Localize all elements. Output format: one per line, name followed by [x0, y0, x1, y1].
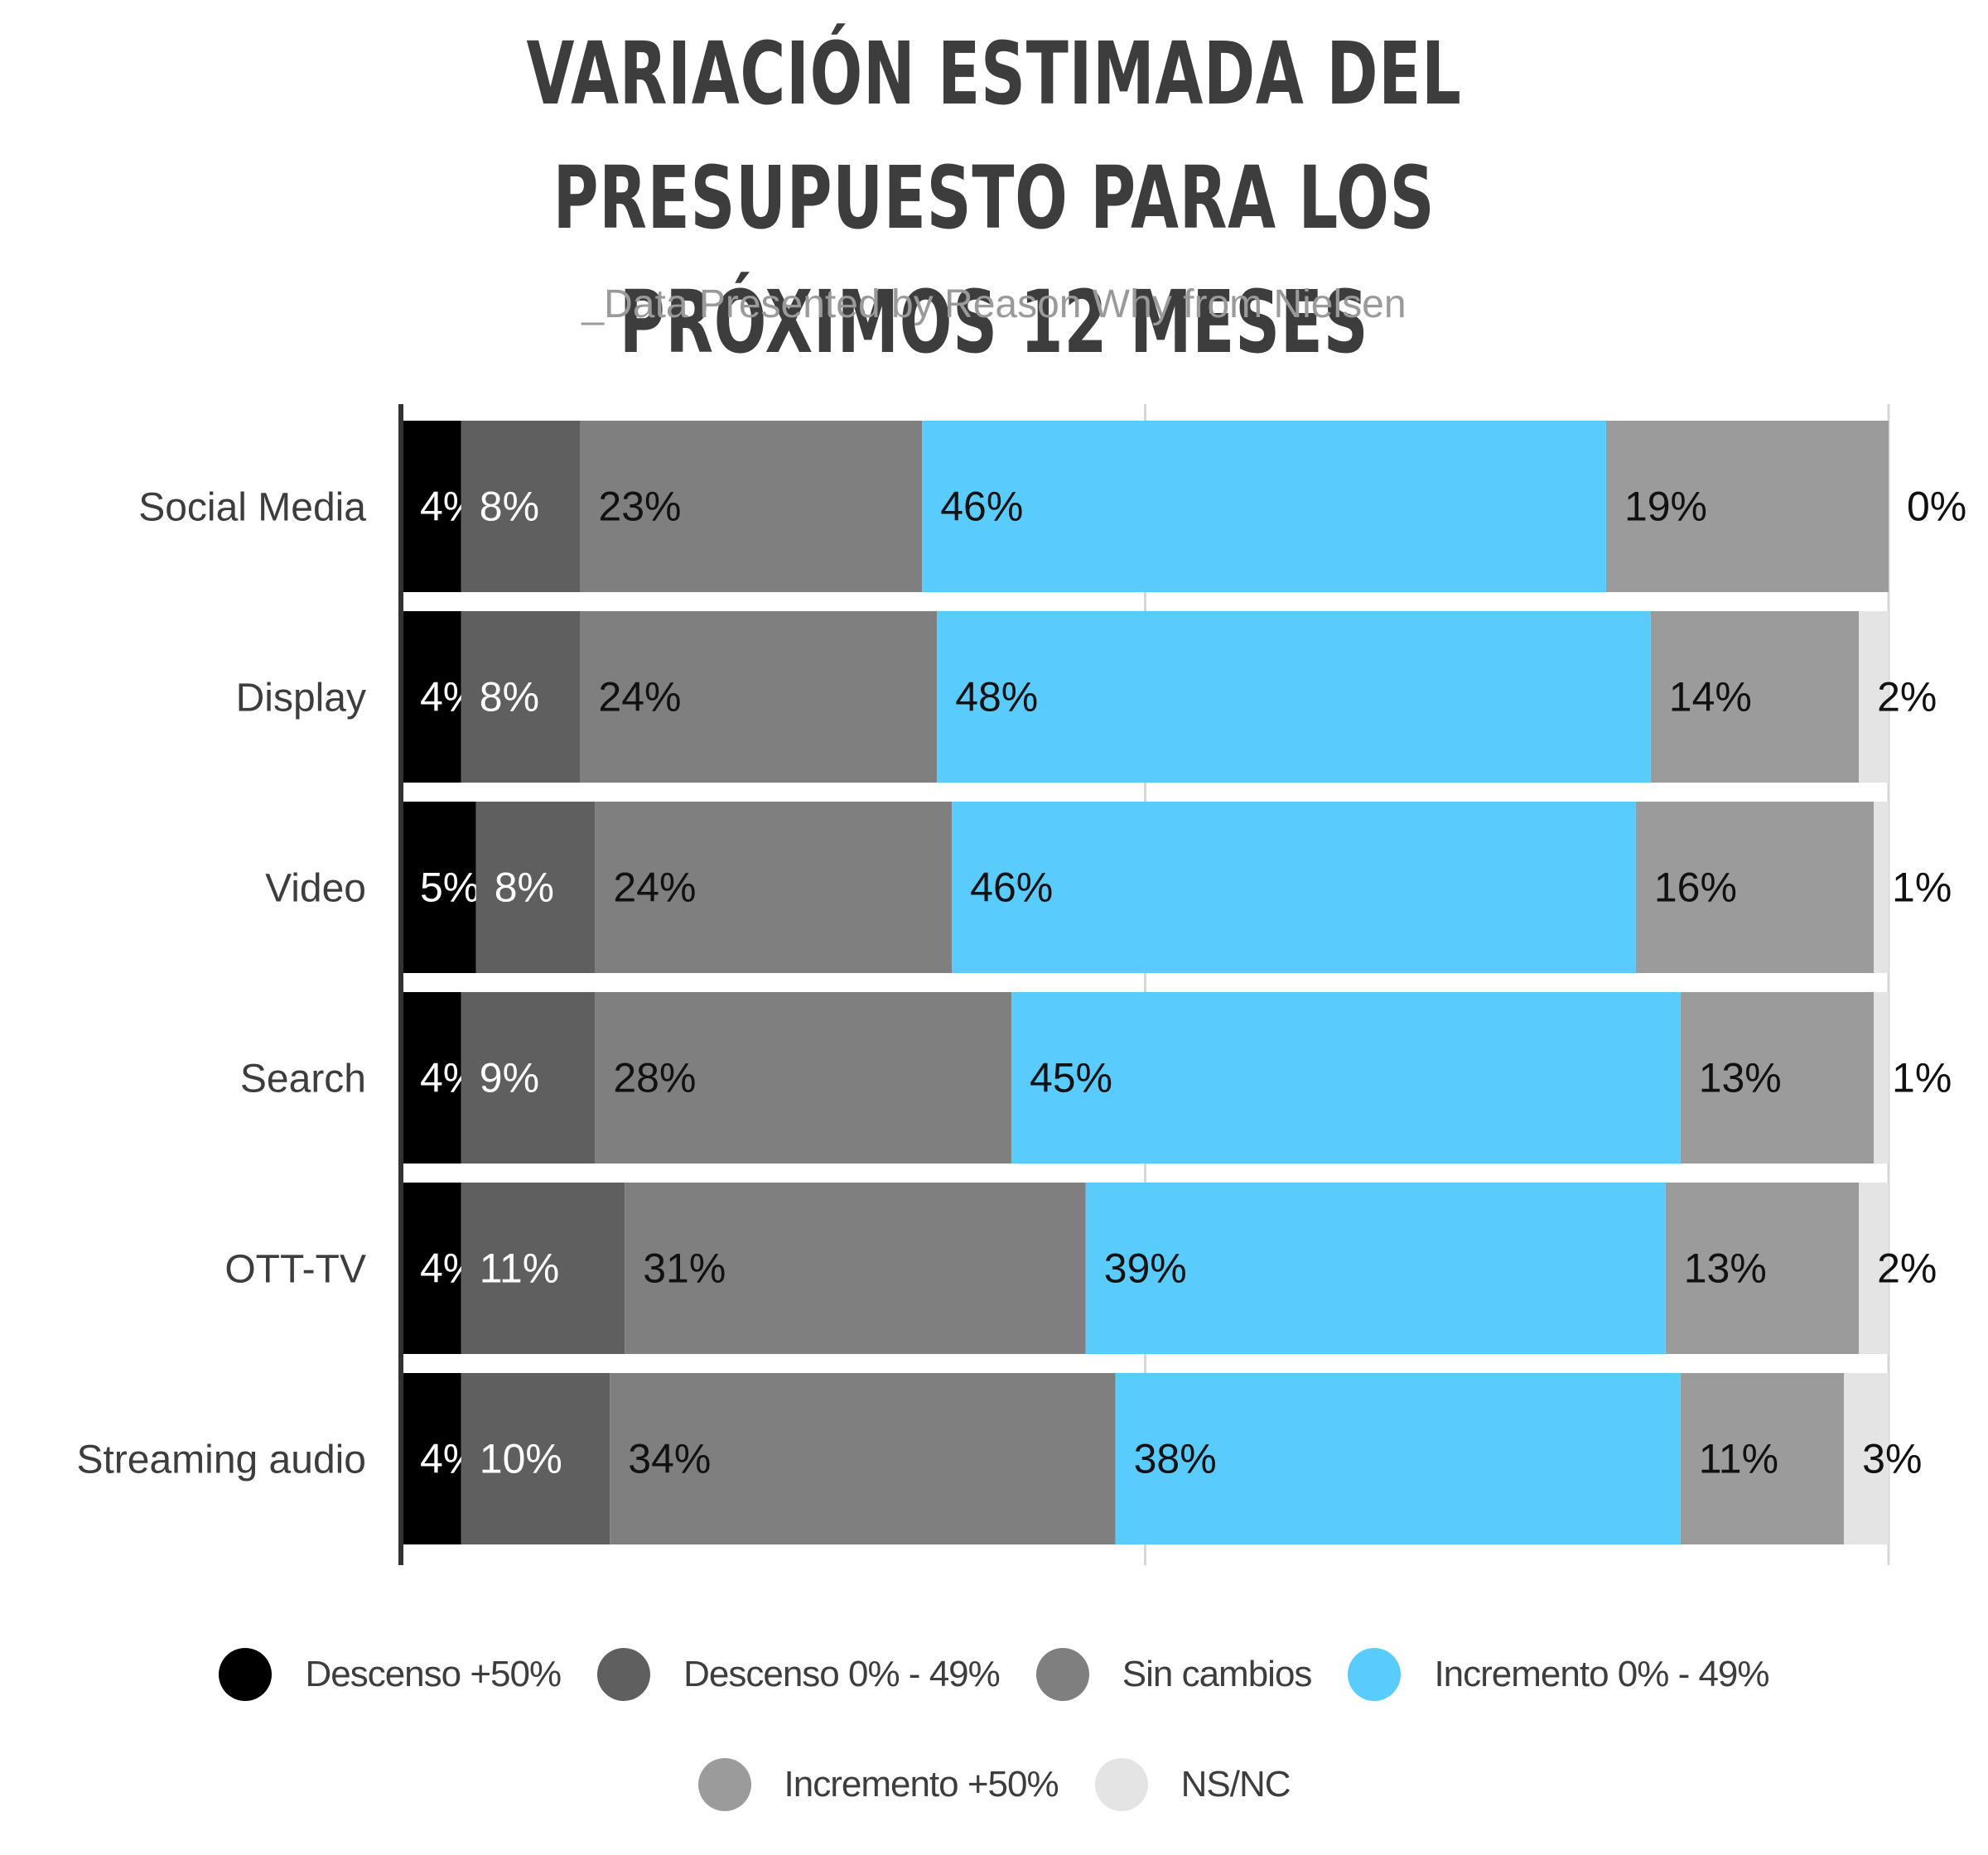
bar-segment — [1665, 1183, 1860, 1354]
bar-segment — [1650, 611, 1860, 783]
data-label: 11% — [1699, 1436, 1778, 1482]
legend-swatch-icon — [1094, 1758, 1148, 1811]
data-label: 39% — [1104, 1246, 1187, 1292]
bar-segment — [1844, 1373, 1889, 1544]
bar-segment — [1011, 992, 1681, 1164]
data-label: 11% — [480, 1246, 559, 1292]
bar-segment — [922, 421, 1606, 592]
data-label: 0% — [1907, 484, 1966, 530]
data-label: 38% — [1134, 1436, 1217, 1482]
category-label: Display — [236, 677, 366, 720]
legend-swatch-icon — [1348, 1648, 1402, 1701]
bar-segment — [595, 992, 1011, 1164]
data-label: 13% — [1699, 1055, 1782, 1101]
data-label: 1% — [1892, 1055, 1952, 1101]
bar-segment — [937, 611, 1651, 783]
bar-segment — [461, 421, 581, 592]
legend-label: Incremento +50% — [784, 1764, 1059, 1804]
data-label: 8% — [480, 674, 539, 720]
bar-segment — [1605, 421, 1889, 592]
category-label: Search — [240, 1058, 366, 1101]
bar-segment — [402, 802, 476, 973]
legend-item: NS/NC — [1094, 1758, 1291, 1811]
bar-segment — [475, 802, 596, 973]
legend-item: Incremento +50% — [697, 1758, 1059, 1811]
bar-segment — [1680, 1373, 1845, 1544]
data-label: 14% — [1669, 674, 1752, 720]
bar-segment — [1874, 802, 1889, 973]
bar-segment — [1859, 1183, 1889, 1354]
bar-segment — [1680, 992, 1875, 1164]
bar-segment — [402, 611, 461, 783]
bar-segment — [402, 992, 461, 1164]
legend-swatch-icon — [219, 1648, 273, 1701]
data-label: 16% — [1654, 865, 1737, 911]
bar-segment — [402, 421, 461, 592]
category-label: Video — [265, 867, 366, 911]
bar-segment — [1115, 1373, 1681, 1544]
category-label: Streaming audio — [76, 1438, 366, 1482]
data-label: 24% — [613, 865, 696, 911]
bar-segment — [1635, 802, 1875, 973]
data-label: 2% — [1877, 674, 1937, 720]
data-label: 19% — [1624, 484, 1707, 530]
data-label: 13% — [1684, 1246, 1767, 1292]
bar-segment — [1085, 1183, 1666, 1354]
bar-segment — [402, 1183, 461, 1354]
legend-label: Descenso 0% - 49% — [683, 1654, 1001, 1694]
bar-segment — [1859, 611, 1889, 783]
data-label: 46% — [940, 484, 1023, 530]
data-label: 48% — [955, 674, 1038, 720]
bar-segment — [461, 1373, 610, 1544]
data-label: 8% — [495, 865, 554, 911]
legend-row-1: Descenso +50% Descenso 0% - 49% Sin cambio… — [0, 1648, 1988, 1701]
data-label: 10% — [480, 1436, 562, 1482]
data-label: 31% — [643, 1246, 726, 1292]
data-label: 23% — [598, 484, 681, 530]
data-label: 9% — [480, 1055, 539, 1101]
category-label: OTT-TV — [224, 1248, 366, 1292]
data-label: 2% — [1877, 1246, 1937, 1292]
bar-segment — [1874, 992, 1889, 1164]
chart-title: VARIACIÓN ESTIMADA DEL PRESUPUESTO PARA … — [0, 12, 1988, 384]
bar-segment — [595, 802, 953, 973]
data-label: 46% — [970, 865, 1053, 911]
legend-label: Incremento 0% - 49% — [1434, 1654, 1769, 1694]
data-label: 8% — [480, 484, 539, 530]
data-label: 1% — [1892, 865, 1952, 911]
bar-segment — [952, 802, 1636, 973]
legend-swatch-icon — [1035, 1648, 1089, 1701]
chart-title-line-2: PRÓXIMOS 12 MESES — [619, 272, 1369, 373]
legend-item: Sin cambios — [1035, 1648, 1313, 1701]
chart-subtitle: _Data Presented by Reason Why from Niels… — [581, 282, 1407, 326]
bar-segment — [461, 992, 596, 1164]
bar-segment — [461, 1183, 625, 1354]
legend-item: Descenso 0% - 49% — [597, 1648, 1001, 1701]
legend-label: Descenso +50% — [305, 1654, 562, 1694]
data-label: 5% — [420, 865, 480, 911]
data-label: 45% — [1030, 1055, 1112, 1101]
legend-swatch-icon — [597, 1648, 651, 1701]
bar-segment — [625, 1183, 1086, 1354]
legend-item: Descenso +50% — [219, 1648, 562, 1701]
data-label: 34% — [628, 1436, 711, 1482]
bar-segment — [610, 1373, 1116, 1544]
category-label: Social Media — [138, 486, 366, 530]
chart-title-line-1: VARIACIÓN ESTIMADA DEL PRESUPUESTO PARA … — [526, 23, 1462, 248]
data-label: 3% — [1862, 1436, 1922, 1482]
data-label: 24% — [598, 674, 681, 720]
legend-swatch-icon — [697, 1758, 751, 1811]
bar-segment — [580, 421, 923, 592]
bar-segment — [580, 611, 938, 783]
legend-row-2: Incremento +50% NS/NC — [0, 1758, 1988, 1811]
bar-segment — [461, 611, 581, 783]
data-label: 28% — [613, 1055, 696, 1101]
bar-segment — [402, 1373, 461, 1544]
legend-label: NS/NC — [1180, 1764, 1291, 1804]
legend-item: Incremento 0% - 49% — [1348, 1648, 1770, 1701]
legend-label: Sin cambios — [1122, 1654, 1313, 1694]
